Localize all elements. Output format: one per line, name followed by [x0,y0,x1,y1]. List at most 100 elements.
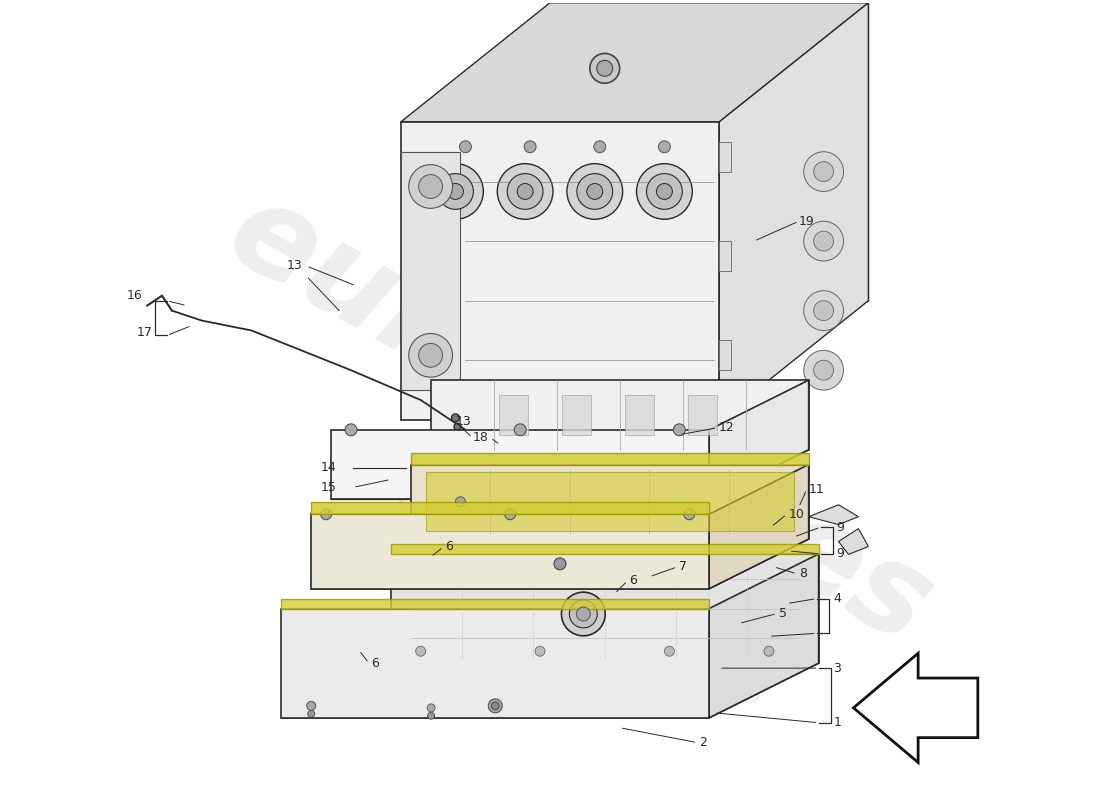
Circle shape [814,360,834,380]
Text: a passion for cars since 1985: a passion for cars since 1985 [330,442,770,715]
Polygon shape [410,465,808,539]
Circle shape [590,54,619,83]
Circle shape [427,704,436,712]
Circle shape [804,290,844,330]
Polygon shape [426,473,794,531]
Circle shape [804,222,844,261]
Circle shape [460,399,472,411]
Polygon shape [331,430,710,499]
Text: 18: 18 [472,431,488,444]
Text: 2: 2 [700,736,707,749]
Polygon shape [282,609,710,718]
Text: 14: 14 [321,461,337,474]
Polygon shape [838,529,868,554]
Circle shape [451,414,460,422]
Circle shape [594,399,606,411]
Circle shape [465,437,475,446]
Circle shape [554,558,565,570]
Text: 12: 12 [719,422,735,434]
Polygon shape [311,502,710,514]
Polygon shape [688,395,717,434]
Circle shape [454,423,461,430]
Circle shape [673,424,685,436]
Circle shape [428,712,435,719]
Circle shape [497,164,553,219]
Circle shape [464,432,476,444]
Text: 6: 6 [371,657,378,670]
Text: 5: 5 [779,607,786,620]
Circle shape [419,343,442,367]
Circle shape [804,152,844,191]
Circle shape [586,183,603,199]
Circle shape [524,141,536,153]
Text: 7: 7 [680,560,688,574]
Circle shape [464,446,472,454]
Text: 6: 6 [446,541,453,554]
Circle shape [451,420,461,430]
Text: 3: 3 [834,662,842,674]
Polygon shape [854,654,978,762]
Circle shape [307,702,316,710]
Circle shape [664,646,674,656]
Polygon shape [625,395,654,434]
Text: 8: 8 [799,567,806,580]
Polygon shape [719,341,732,370]
Circle shape [321,509,331,520]
Polygon shape [710,380,808,499]
Circle shape [517,183,534,199]
Circle shape [455,497,465,506]
Circle shape [524,399,536,411]
Circle shape [419,174,442,198]
Circle shape [814,301,834,321]
Circle shape [566,164,623,219]
Polygon shape [390,554,818,663]
Circle shape [488,699,503,713]
Circle shape [409,165,452,208]
Circle shape [561,592,605,636]
Circle shape [514,424,526,436]
Polygon shape [400,122,719,420]
Circle shape [460,141,472,153]
Circle shape [684,509,695,520]
Text: 9: 9 [836,521,845,534]
Polygon shape [719,2,868,420]
Circle shape [763,646,774,656]
Text: 9: 9 [836,547,845,561]
Polygon shape [498,395,528,434]
Polygon shape [390,544,818,554]
Circle shape [659,141,670,153]
Circle shape [428,164,483,219]
Polygon shape [550,2,868,301]
Polygon shape [710,554,818,718]
Polygon shape [331,450,808,499]
Polygon shape [710,465,808,589]
Text: 4: 4 [834,592,842,605]
Text: 10: 10 [789,508,805,521]
Circle shape [814,162,834,182]
Circle shape [507,174,543,210]
Polygon shape [282,598,710,609]
Circle shape [438,174,473,210]
Circle shape [597,60,613,76]
Circle shape [409,334,452,377]
Circle shape [308,710,315,718]
Circle shape [492,702,499,710]
Text: 15: 15 [321,481,337,494]
Circle shape [804,350,844,390]
Circle shape [576,607,591,621]
Circle shape [451,428,460,436]
Polygon shape [400,152,461,390]
Polygon shape [430,380,808,450]
Text: 19: 19 [799,214,814,228]
Polygon shape [562,395,592,434]
Polygon shape [719,241,732,271]
Circle shape [448,183,463,199]
Polygon shape [410,453,808,465]
Text: 1: 1 [834,716,842,730]
Circle shape [505,509,516,520]
Text: 13: 13 [455,415,471,428]
Circle shape [594,141,606,153]
Circle shape [345,424,358,436]
Polygon shape [400,2,868,122]
Polygon shape [282,663,818,718]
